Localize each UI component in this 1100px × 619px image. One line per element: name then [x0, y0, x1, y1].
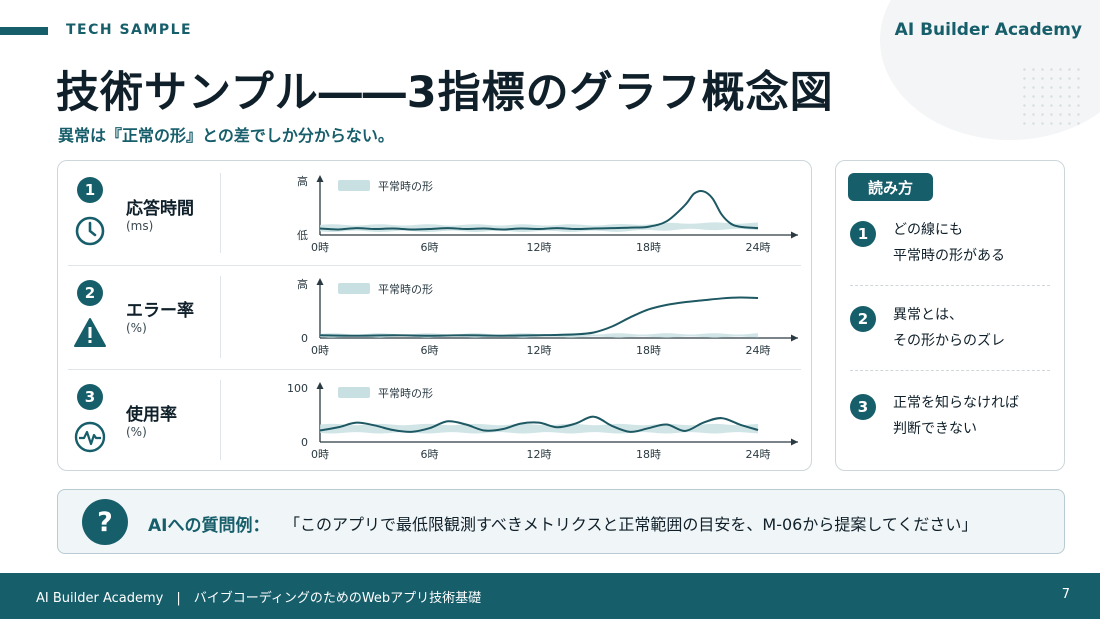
metric-number: 3: [77, 384, 103, 410]
guide-line: その形からのズレ: [893, 333, 1005, 349]
metric-name: エラー率: [126, 301, 194, 321]
dot-pattern: [1020, 65, 1080, 125]
footer-text: AI Builder Academy | バイブコーディングのためのWebアプリ…: [36, 591, 482, 606]
page-title: 技術サンプル――3指標のグラフ概念図: [56, 68, 834, 118]
pulse-icon: [74, 421, 106, 453]
row-separator: [220, 173, 221, 253]
y-tick-label: 0: [301, 436, 308, 449]
series-line: [319, 190, 759, 231]
x-tick-label: 6時: [421, 448, 439, 461]
x-tick-label: 0時: [311, 241, 329, 254]
x-tick-label: 0時: [311, 344, 329, 357]
guide-line: 異常とは、: [893, 307, 963, 323]
brand-logo: AI Builder Academy: [894, 20, 1082, 40]
guide-divider: [850, 370, 1050, 371]
warning-icon: [74, 318, 106, 347]
x-tick-label: 0時: [311, 448, 329, 461]
chart-error-rate: 0 高 平常時の形 0時 6時 12時 18時 24時: [297, 277, 798, 357]
row-divider: [68, 369, 801, 370]
metric-number: 2: [77, 280, 103, 306]
reading-guide-panel: 読み方 1 どの線にも 平常時の形がある 2 異常とは、 その形からのズレ 3 …: [835, 160, 1065, 471]
guide-divider: [850, 285, 1050, 286]
normal-range-band: [320, 423, 758, 434]
question-label: AIへの質問例：: [148, 516, 270, 536]
x-tick-label: 12時: [527, 448, 552, 461]
guide-item: 1 どの線にも 平常時の形がある: [850, 217, 1055, 277]
metric-name: 使用率: [126, 405, 177, 425]
chart-usage-rate: 0 100 平常時の形 0時 6時 12時 18時 24時: [287, 382, 798, 461]
series-line: [319, 415, 759, 433]
metric-unit: (%): [126, 321, 147, 335]
clock-icon: [75, 216, 105, 246]
x-tick-label: 24時: [746, 241, 771, 254]
chart-response-time: 低 高 平常時の形 0時 6時 12時 18時 24時: [297, 174, 798, 254]
guide-text: 異常とは、 その形からのズレ: [893, 302, 1005, 354]
footer: AI Builder Academy | バイブコーディングのためのWebアプリ…: [0, 573, 1100, 619]
y-tick-label: 100: [287, 382, 308, 395]
accent-bar: [0, 27, 48, 35]
guide-line: 平常時の形がある: [893, 248, 1005, 264]
row-separator: [220, 276, 221, 358]
x-tick-label: 12時: [527, 344, 552, 357]
legend-label: 平常時の形: [378, 283, 433, 296]
guide-line: 判断できない: [893, 421, 977, 437]
y-axis-arrow: [316, 382, 324, 389]
metric-number: 1: [77, 177, 103, 203]
legend-label: 平常時の形: [378, 180, 433, 193]
section-tag: TECH SAMPLE: [66, 22, 193, 38]
reading-guide-title: 読み方: [848, 173, 934, 201]
metric-row-response: 1 応答時間 (ms) 低 高 平常時の形 0時 6時 12時 18時 24時: [58, 161, 813, 264]
y-tick-label: 0: [301, 332, 308, 345]
guide-text: 正常を知らなければ 判断できない: [893, 390, 1019, 442]
guide-item: 2 異常とは、 その形からのズレ: [850, 302, 1055, 362]
x-tick-label: 24時: [746, 448, 771, 461]
y-tick-label: 低: [297, 229, 308, 242]
x-tick-label: 18時: [636, 344, 661, 357]
question-example-box: ? AIへの質問例： 「このアプリで最低限観測すべきメトリクスと正常範囲の目安を…: [57, 489, 1065, 554]
page-number: 7: [1061, 587, 1070, 602]
x-tick-label: 24時: [746, 344, 771, 357]
y-axis-arrow: [316, 175, 324, 182]
legend-swatch: [338, 180, 370, 191]
question-text: 「このアプリで最低限観測すべきメトリクスと正常範囲の目安を、M-06から提案して…: [284, 515, 978, 534]
y-tick-label: 高: [297, 174, 308, 188]
metric-row-usage: 3 使用率 (%) 0 100 平常時の形 0時 6時 12時 18時 24時: [58, 370, 813, 470]
x-tick-label: 6時: [421, 241, 439, 254]
x-tick-label: 18時: [636, 241, 661, 254]
guide-line: どの線にも: [893, 222, 963, 238]
metric-unit: (%): [126, 425, 147, 439]
x-axis-arrow: [791, 231, 798, 239]
series-line: [319, 296, 759, 337]
x-tick-label: 6時: [421, 344, 439, 357]
guide-line: 正常を知らなければ: [893, 395, 1019, 411]
x-tick-label: 18時: [636, 448, 661, 461]
page-subtitle: 異常は『正常の形』との差でしか分からない。: [58, 126, 394, 145]
metric-row-error: 2 エラー率 (%) 0 高 平常時の形 0時 6時 12時 18時 24時: [58, 266, 813, 368]
x-axis-arrow: [791, 438, 798, 446]
guide-number: 3: [850, 394, 876, 420]
guide-number: 1: [850, 221, 876, 247]
guide-item: 3 正常を知らなければ 判断できない: [850, 390, 1055, 450]
y-axis-arrow: [316, 278, 324, 285]
legend-label: 平常時の形: [378, 387, 433, 400]
legend-swatch: [338, 387, 370, 398]
normal-range-band: [320, 222, 758, 233]
metric-name: 応答時間: [126, 199, 194, 219]
x-axis-arrow: [791, 334, 798, 342]
y-tick-label: 高: [297, 277, 308, 291]
question-icon: ?: [82, 499, 128, 545]
guide-number: 2: [850, 306, 876, 332]
row-divider: [68, 265, 801, 266]
guide-text: どの線にも 平常時の形がある: [893, 217, 1005, 269]
chart-panel: 1 応答時間 (ms) 低高平常時の形 0時 6時 12時 18時 24時 2 エラー率 …: [57, 160, 812, 471]
legend-swatch: [338, 283, 370, 294]
x-tick-label: 12時: [527, 241, 552, 254]
metric-unit: (ms): [126, 219, 154, 233]
row-separator: [220, 380, 221, 460]
